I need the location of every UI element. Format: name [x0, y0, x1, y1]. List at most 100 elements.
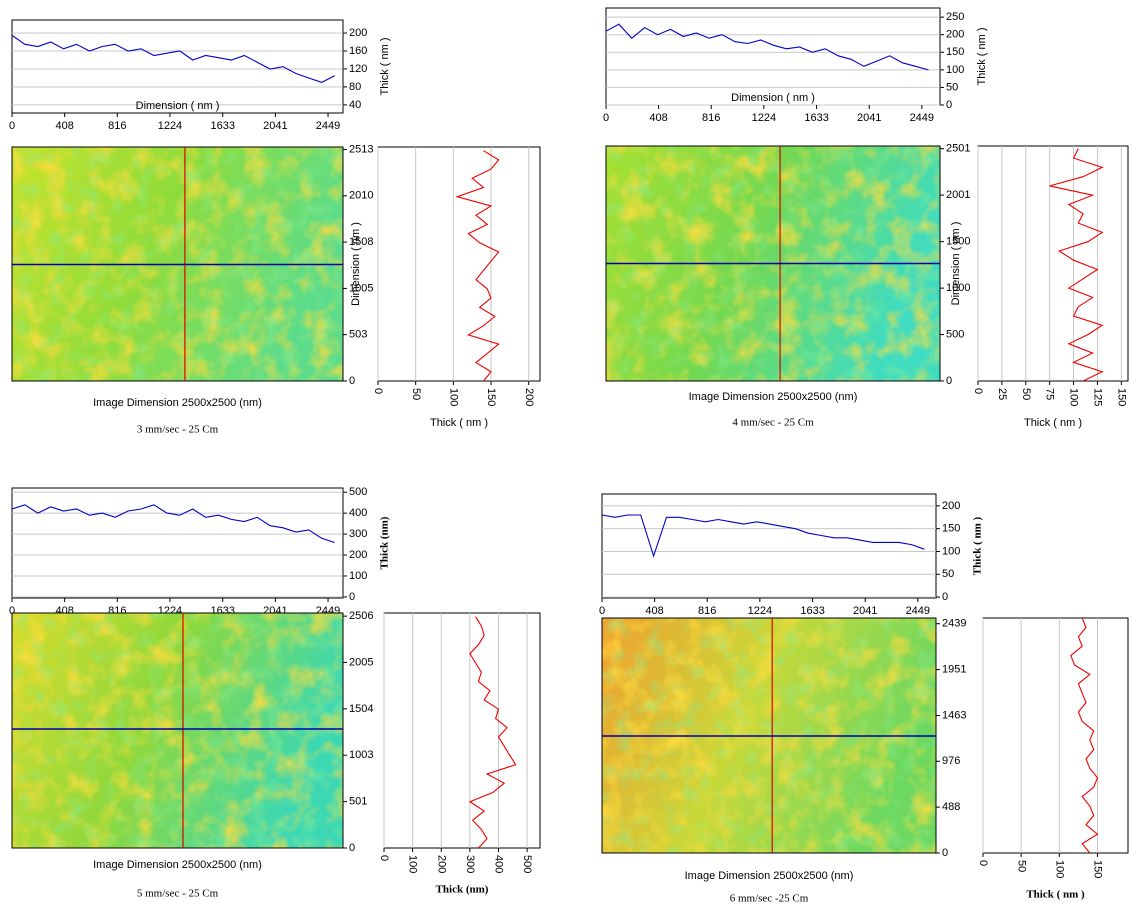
- x-tick-label: 100: [1053, 860, 1065, 878]
- x-tick-label: 200: [435, 855, 447, 873]
- y-tick-label: 1500: [946, 236, 970, 248]
- x-tick-label: 0: [977, 860, 989, 866]
- x-tick-label: 0: [9, 605, 15, 617]
- y-tick-label: 100: [942, 545, 960, 557]
- y-axis-title: Dimension ( nm ): [950, 222, 962, 306]
- side-profile-line: [1070, 618, 1099, 853]
- y-tick-label: 400: [349, 507, 367, 519]
- x-tick-label: 150: [1115, 388, 1127, 406]
- x-tick-label: 500: [521, 855, 533, 873]
- y-axis-title: Thick ( nm ): [379, 37, 391, 95]
- y-tick-label: 250: [946, 11, 964, 23]
- y-tick-label: 0: [942, 847, 948, 859]
- x-tick-label: 2041: [857, 112, 881, 124]
- side-plot-frame: [982, 617, 1129, 854]
- y-tick-label: 1000: [946, 282, 970, 294]
- top-plot-frame: [605, 7, 941, 106]
- x-tick-label: 0: [972, 388, 984, 394]
- y-tick-label: 503: [349, 329, 367, 341]
- y-tick-label: 200: [942, 500, 960, 512]
- x-tick-label: 150: [1092, 860, 1104, 878]
- x-tick-label: 100: [447, 388, 459, 406]
- y-tick-label: 160: [349, 45, 367, 57]
- subtitle: 4 mm/sec - 25 Cm: [732, 417, 814, 429]
- afm-texture: [12, 613, 343, 848]
- y-tick-label: 2506: [349, 610, 373, 622]
- caption: Image Dimension 2500x2500 (nm): [685, 870, 854, 882]
- y-tick-label: 2005: [349, 656, 373, 668]
- x-tick-label: 0: [599, 605, 605, 617]
- y-tick-label: 1003: [349, 749, 373, 761]
- top-profile-line: [12, 34, 335, 83]
- x-tick-label: 816: [108, 120, 126, 132]
- y-tick-label: 488: [942, 801, 960, 813]
- y-tick-label: 2513: [349, 143, 373, 155]
- x-axis-title: Dimension ( nm ): [731, 92, 815, 104]
- y-tick-label: 0: [349, 591, 355, 603]
- x-tick-label: 125: [1092, 388, 1104, 406]
- y-axis-title: Thick ( nm ): [976, 27, 988, 85]
- x-tick-label: 0: [372, 388, 384, 394]
- top-plot-frame: [11, 19, 344, 114]
- subtitle: 5 mm/sec - 25 Cm: [137, 888, 219, 900]
- top-profile-line: [602, 514, 925, 558]
- y-tick-label: 501: [349, 796, 367, 808]
- x-tick-label: 816: [698, 605, 716, 617]
- y-tick-label: 80: [349, 81, 361, 93]
- x-tick-label: 1633: [800, 605, 824, 617]
- x-axis-title: Thick ( nm ): [1026, 889, 1085, 901]
- x-tick-label: 100: [407, 855, 419, 873]
- x-tick-label: 75: [1044, 388, 1056, 400]
- y-tick-label: 40: [349, 99, 361, 111]
- image-frame: [11, 612, 344, 849]
- y-tick-label: 300: [349, 528, 367, 540]
- top-plot-frame: [11, 487, 344, 599]
- y-axis-title: Thick ( nm ): [972, 516, 984, 575]
- y-tick-label: 0: [349, 375, 355, 387]
- y-tick-label: 1463: [942, 709, 966, 721]
- subtitle: 6 mm/sec -25 Cm: [730, 893, 809, 905]
- y-tick-label: 500: [946, 328, 964, 340]
- top-plot-frame: [601, 493, 937, 599]
- x-tick-label: 50: [1015, 860, 1027, 872]
- x-tick-label: 25: [996, 388, 1008, 400]
- y-tick-label: 200: [349, 27, 367, 39]
- y-tick-label: 976: [942, 755, 960, 767]
- top-profile-line: [606, 23, 929, 71]
- side-plot-frame: [377, 146, 541, 382]
- side-plot-frame: [383, 612, 541, 849]
- x-axis-title: Dimension ( nm ): [136, 100, 220, 112]
- y-axis-title: Thick (nm): [379, 516, 391, 569]
- x-tick-label: 2041: [263, 120, 287, 132]
- x-tick-label: 50: [1020, 388, 1032, 400]
- y-tick-label: 2501: [946, 143, 970, 155]
- x-tick-label: 1224: [752, 112, 776, 124]
- y-tick-label: 1951: [942, 664, 966, 676]
- y-axis-title: Dimension ( nm ): [350, 222, 362, 306]
- x-tick-label: 408: [645, 605, 663, 617]
- x-tick-label: 2449: [906, 605, 930, 617]
- y-tick-label: 1005: [349, 282, 373, 294]
- x-tick-label: 200: [523, 388, 535, 406]
- caption: Image Dimension 2500x2500 (nm): [689, 391, 858, 403]
- subtitle: 3 mm/sec - 25 Cm: [137, 424, 219, 436]
- y-tick-label: 0: [349, 842, 355, 854]
- x-tick-label: 1633: [804, 112, 828, 124]
- side-profile-line: [468, 616, 517, 848]
- x-tick-label: 300: [464, 855, 476, 873]
- x-axis-title: Thick ( nm ): [430, 417, 488, 429]
- y-tick-label: 200: [946, 29, 964, 41]
- y-tick-label: 100: [946, 64, 964, 76]
- y-tick-label: 2439: [942, 618, 966, 630]
- x-tick-label: 100: [1068, 388, 1080, 406]
- side-plot-frame: [977, 145, 1129, 382]
- x-tick-label: 400: [493, 855, 505, 873]
- x-tick-label: 1224: [748, 605, 772, 617]
- y-tick-label: 0: [942, 591, 948, 603]
- caption: Image Dimension 2500x2500 (nm): [93, 859, 262, 871]
- x-tick-label: 1224: [158, 120, 182, 132]
- y-tick-label: 120: [349, 63, 367, 75]
- y-tick-label: 100: [349, 570, 367, 582]
